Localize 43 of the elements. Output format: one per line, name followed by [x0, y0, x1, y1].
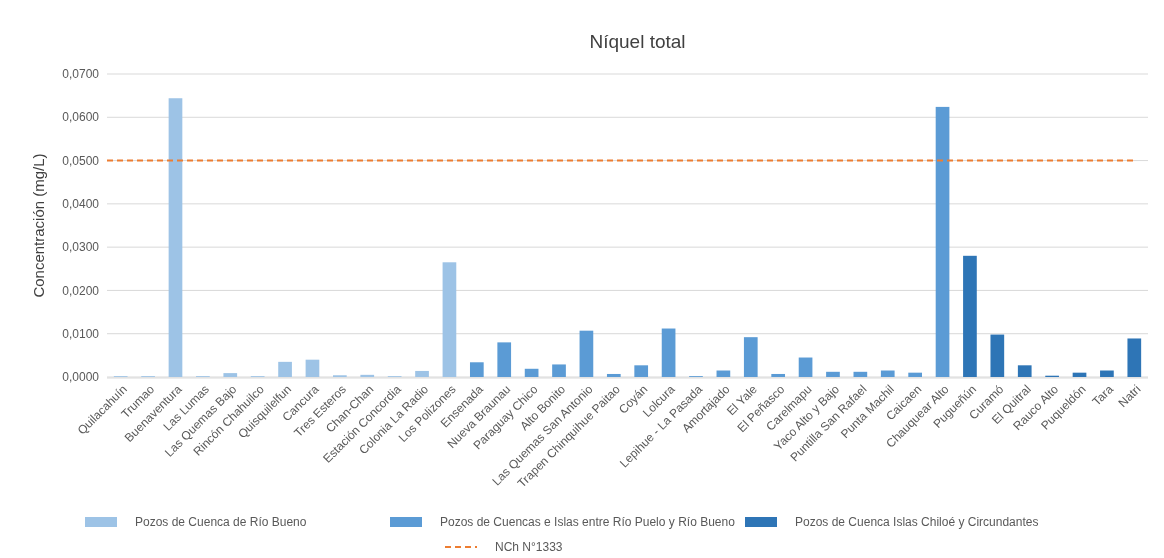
bar [497, 342, 512, 377]
bar [579, 330, 594, 377]
bar [743, 337, 758, 377]
bar [415, 370, 429, 377]
y-tick-label: 0,0400 [62, 197, 100, 212]
y-axis-title: Concentración (mg/L) [30, 153, 47, 298]
bar [935, 106, 950, 377]
y-tick-label: 0,0600 [62, 110, 100, 125]
bar [223, 373, 238, 377]
bar [442, 262, 457, 377]
y-tick-label: 0,0200 [62, 283, 100, 298]
bar [990, 334, 1005, 377]
y-tick-label: 0,0100 [62, 326, 100, 341]
bar [880, 370, 895, 377]
y-tick-label: 0,0300 [62, 240, 100, 255]
chart-title: Níquel total [589, 31, 686, 52]
y-tick-label: 0,0000 [62, 370, 100, 385]
bar [963, 255, 977, 377]
bar [469, 362, 484, 377]
bar [524, 368, 539, 377]
bar [853, 371, 868, 377]
legend-label: Pozos de Cuenca Islas Chiloé y Circundantes [795, 515, 1039, 530]
bar [1017, 365, 1032, 377]
legend-label: NCh N°1333 [495, 540, 563, 555]
legend-label: Pozos de Cuenca de Río Bueno [135, 515, 307, 530]
bar [1100, 370, 1114, 377]
bar [798, 357, 813, 377]
bar [168, 98, 183, 377]
legend-label: Pozos de Cuencas e Islas entre Río Puelo y Río Bueno [440, 515, 736, 530]
bar [771, 373, 786, 377]
bar [661, 328, 676, 377]
y-tick-label: 0,0500 [62, 153, 100, 168]
bar [305, 359, 320, 377]
bar [634, 365, 649, 377]
y-tick-label: 0,0700 [62, 67, 100, 82]
bar [278, 361, 292, 377]
x-tick-label: Tara [1089, 381, 1117, 409]
bar [908, 372, 922, 377]
bar [826, 371, 840, 377]
bar [606, 373, 621, 377]
bar [360, 374, 375, 377]
bar [1127, 338, 1142, 377]
bar [552, 364, 566, 377]
